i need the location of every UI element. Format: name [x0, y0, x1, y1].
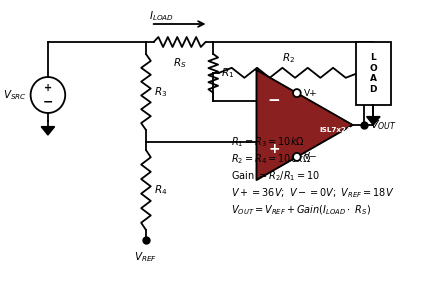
Polygon shape [41, 127, 54, 135]
Text: $V_{OUT}$: $V_{OUT}$ [370, 118, 397, 132]
Text: −: − [267, 93, 280, 108]
Text: V+: V+ [304, 89, 317, 98]
Text: L
O
A
D: L O A D [369, 53, 377, 94]
Text: −: − [43, 95, 53, 108]
Text: $V_{SRC}$: $V_{SRC}$ [3, 88, 27, 102]
Circle shape [293, 89, 301, 97]
Text: ISL7x244SEH: ISL7x244SEH [319, 127, 372, 133]
Polygon shape [367, 117, 380, 125]
Text: $I_{LOAD}$: $I_{LOAD}$ [149, 9, 174, 23]
FancyBboxPatch shape [356, 42, 391, 105]
Text: $V_{REF}$: $V_{REF}$ [134, 250, 157, 264]
Text: $V_{OUT} = V_{REF} + Gain(I_{LOAD}\cdot\ R_S)$: $V_{OUT} = V_{REF} + Gain(I_{LOAD}\cdot\… [231, 203, 371, 217]
Text: $R_2$: $R_2$ [282, 51, 295, 65]
Text: +: + [268, 142, 280, 156]
Text: $R_S$: $R_S$ [173, 56, 187, 70]
Circle shape [293, 153, 301, 161]
Text: +: + [44, 83, 52, 93]
Text: Gain $= R_2/R_1 = 10$: Gain $= R_2/R_1 = 10$ [231, 169, 320, 183]
Polygon shape [257, 70, 353, 180]
Text: $R_3$: $R_3$ [154, 85, 167, 99]
Text: $R_4$: $R_4$ [154, 183, 167, 197]
Text: $R_1$: $R_1$ [221, 66, 234, 80]
Text: V−: V− [304, 153, 317, 162]
Text: $R_2 = R_4 = 100k\Omega$: $R_2 = R_4 = 100k\Omega$ [231, 152, 311, 166]
Text: $V+ = 36V;\ V- = 0V;\ V_{REF} = 18V$: $V+ = 36V;\ V- = 0V;\ V_{REF} = 18V$ [231, 186, 394, 200]
Text: $R_1 = R_3 = 10k\Omega$: $R_1 = R_3 = 10k\Omega$ [231, 135, 305, 149]
